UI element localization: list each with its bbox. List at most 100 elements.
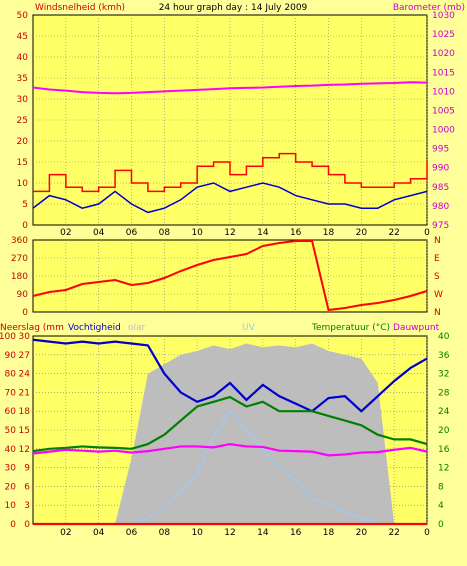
time-tick-label: 14 (257, 228, 269, 238)
barometer-line (32, 81, 428, 95)
barometer-axis-title: Barometer (mb) (393, 3, 465, 13)
barometer-tick-label: 975 (432, 221, 449, 231)
direction-tick-label: 180 (11, 272, 28, 282)
solar-axis-title: olar (128, 323, 146, 333)
humidity-tick-label: 70 (5, 388, 17, 398)
rain-tick-label: 3 (24, 501, 30, 511)
temperature-tick-label: 20 (438, 426, 450, 436)
direction-tick-label: 360 (11, 236, 28, 246)
series-layer (32, 81, 428, 526)
compass-tick-label: E (434, 254, 440, 264)
wind-tick-label: 45 (17, 32, 28, 42)
barometer-tick-label: 990 (432, 164, 449, 174)
direction-tick-label: 0 (22, 308, 28, 318)
humidity-tick-label: 30 (5, 464, 17, 474)
time-tick-label: 08 (159, 528, 171, 538)
direction-tick-label: 90 (17, 290, 29, 300)
direction-line (32, 240, 428, 312)
time-tick-label: 08 (159, 228, 171, 238)
time-tick-label: 12 (224, 228, 235, 238)
gust-line (33, 152, 428, 193)
time-tick-label: 02 (60, 228, 71, 238)
direction-tick-label: 270 (11, 254, 28, 264)
barometer-tick-label: 1000 (432, 126, 455, 136)
time-tick-label: 20 (356, 228, 368, 238)
rain-tick-label: 9 (24, 464, 30, 474)
temperature-tick-label: 16 (438, 445, 450, 455)
wind-tick-label: 20 (17, 137, 29, 147)
barometer-tick-label: 1005 (432, 106, 455, 116)
time-tick-label: 16 (290, 228, 302, 238)
humidity-tick-label: 100 (0, 332, 16, 342)
wind-tick-label: 25 (17, 116, 28, 126)
rain-axis-title: Neerslag (mm (0, 323, 64, 333)
temperature-tick-label: 0 (438, 520, 444, 530)
time-tick-label: 10 (191, 228, 203, 238)
rain-tick-label: 27 (19, 351, 30, 361)
time-tick-label: 14 (257, 528, 269, 538)
rain-tick-label: 30 (19, 332, 31, 342)
wind-tick-label: 10 (17, 179, 29, 189)
rain-tick-label: 24 (19, 370, 31, 380)
wind-tick-label: 15 (17, 158, 28, 168)
compass-tick-label: N (434, 308, 441, 318)
temperature-axis-title: Temperatuur (°C) (311, 323, 390, 333)
time-tick-label: 04 (93, 528, 105, 538)
barometer-tick-label: 1020 (432, 49, 455, 59)
barometer-tick-label: 980 (432, 202, 449, 212)
time-tick-label: 02 (60, 528, 71, 538)
time-tick-label: 06 (126, 228, 138, 238)
barometer-tick-label: 985 (432, 183, 449, 193)
temperature-tick-label: 28 (438, 388, 450, 398)
time-tick-label: 0 (424, 528, 430, 538)
temperature-tick-label: 8 (438, 482, 444, 492)
rain-tick-label: 18 (19, 407, 31, 417)
time-tick-label: 0 (424, 228, 430, 238)
time-tick-label: 20 (356, 528, 368, 538)
humidity-axis-title: Vochtigheid (68, 323, 121, 333)
humidity-tick-label: 40 (5, 445, 17, 455)
time-tick-label: 22 (388, 228, 399, 238)
wind-line (32, 182, 428, 214)
temperature-tick-label: 32 (438, 370, 449, 380)
barometer-tick-label: 1025 (432, 30, 455, 40)
wind-tick-label: 40 (17, 53, 29, 63)
time-tick-label: 10 (191, 528, 203, 538)
wind-tick-label: 30 (17, 95, 29, 105)
temperature-line (32, 395, 428, 453)
time-tick-label: 22 (388, 528, 399, 538)
area-layer (33, 343, 427, 524)
barometer-tick-label: 995 (432, 145, 449, 155)
compass-tick-label: S (434, 272, 440, 282)
dewpoint-axis-title: Dauwpunt (393, 323, 440, 333)
temperature-tick-label: 40 (438, 332, 450, 342)
humidity-tick-label: 0 (10, 520, 16, 530)
wind-tick-label: 35 (17, 74, 28, 84)
uv-axis-title: UV (242, 323, 256, 333)
barometer-tick-label: 1015 (432, 68, 455, 78)
humidity-tick-label: 90 (5, 351, 17, 361)
temperature-tick-label: 36 (438, 351, 450, 361)
temperature-tick-label: 4 (438, 501, 444, 511)
chart-title: 24 hour graph day : 14 July 2009 (159, 3, 308, 13)
temperature-tick-label: 24 (438, 407, 450, 417)
axis-layer: 0202040406060808101012121414161618182020… (0, 11, 455, 538)
humidity-tick-label: 80 (5, 370, 17, 380)
temperature-tick-label: 12 (438, 464, 449, 474)
compass-tick-label: W (434, 290, 443, 300)
dewpoint-line (32, 442, 428, 457)
rain-tick-label: 0 (24, 520, 30, 530)
time-tick-label: 12 (224, 528, 235, 538)
time-tick-label: 18 (323, 528, 335, 538)
solar-area (33, 343, 427, 524)
barometer-tick-label: 1030 (432, 11, 455, 21)
wind-tick-label: 0 (22, 221, 28, 231)
humidity-tick-label: 60 (5, 407, 17, 417)
wind-tick-label: 50 (17, 11, 29, 21)
barometer-tick-label: 1010 (432, 87, 455, 97)
time-tick-label: 06 (126, 528, 138, 538)
rain-tick-label: 12 (19, 445, 30, 455)
rain-tick-label: 15 (19, 426, 30, 436)
